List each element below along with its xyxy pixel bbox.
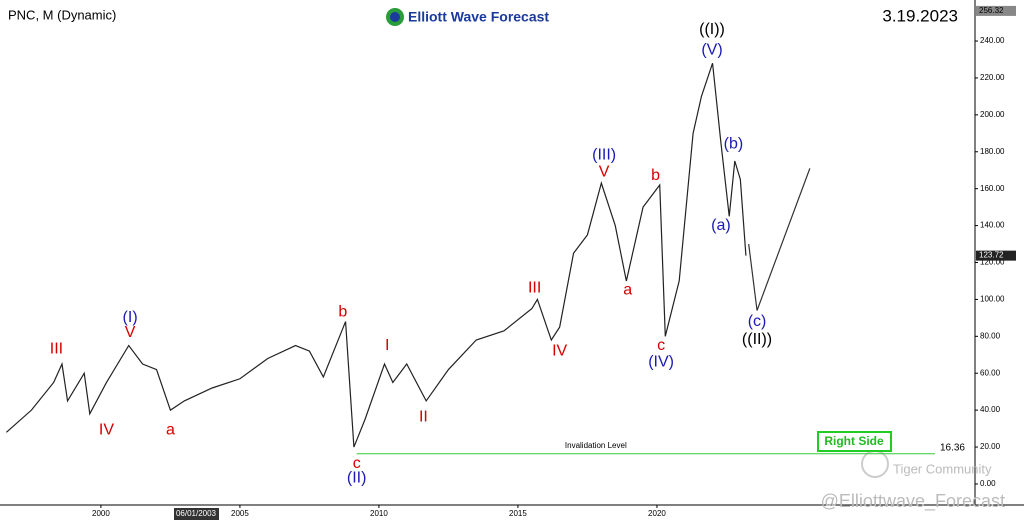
y-tick-label: 40.00 <box>980 405 1001 414</box>
y-tick-label: 160.00 <box>980 184 1005 193</box>
wave-label: c <box>353 455 361 472</box>
wave-label: (V) <box>701 41 722 58</box>
wave-label: c <box>657 337 665 354</box>
wave-label: (III) <box>592 147 616 164</box>
y-tick-label: 0.00 <box>980 479 996 488</box>
wave-label: III <box>528 280 541 297</box>
wave-label: (II) <box>347 470 367 487</box>
x-tick-label: 2000 <box>92 509 110 518</box>
wave-label: a <box>166 422 175 439</box>
price-box <box>976 250 1016 261</box>
price-label: 256.32 <box>979 6 1004 15</box>
wave-label: I <box>385 337 389 354</box>
x-tick-label: 2005 <box>231 509 249 518</box>
date: 3.19.2023 <box>882 6 958 25</box>
wave-label: II <box>419 409 428 426</box>
logo: Elliott Wave Forecast <box>408 9 549 25</box>
wave-label: ((I)) <box>699 21 725 38</box>
price-line <box>5 62 747 448</box>
y-tick-label: 180.00 <box>980 147 1005 156</box>
wave-label: b <box>338 304 347 321</box>
wave-label: a <box>623 281 632 298</box>
y-tick-label: 20.00 <box>980 442 1001 451</box>
wave-label: III <box>50 340 63 357</box>
price-label: 123.72 <box>979 251 1004 260</box>
wave-label: V <box>599 163 610 180</box>
logo-icon <box>390 12 400 22</box>
y-tick-label: 120.00 <box>980 258 1005 267</box>
wave-label: IV <box>99 422 114 439</box>
chart-title: PNC, M (Dynamic) <box>8 7 116 22</box>
y-tick-label: 60.00 <box>980 368 1001 377</box>
wave-label: V <box>125 324 136 341</box>
y-tick-label: 200.00 <box>980 110 1005 119</box>
price-box <box>976 5 1016 16</box>
wave-label: ((II)) <box>742 331 772 348</box>
x-tick-label: 2020 <box>648 509 666 518</box>
wave-label: (c) <box>748 313 767 330</box>
y-tick-label: 80.00 <box>980 331 1001 340</box>
wave-label: IV <box>552 342 567 359</box>
invalidation-label: Invalidation Level <box>565 441 627 450</box>
invalidation-value: 16.36 <box>940 442 965 453</box>
price-line <box>748 168 811 311</box>
wave-label: (a) <box>711 217 731 234</box>
wave-label: (I) <box>123 309 138 326</box>
y-tick-label: 240.00 <box>980 36 1005 45</box>
wave-label: (IV) <box>648 353 674 370</box>
crosshair-box <box>174 508 219 520</box>
x-tick-label: 2015 <box>509 509 527 518</box>
watermark: @Elliottwave_Forecast <box>821 491 1005 512</box>
x-tick-label: 2010 <box>370 509 388 518</box>
y-tick-label: 140.00 <box>980 221 1005 230</box>
wave-label: (b) <box>724 136 744 153</box>
y-tick-label: 100.00 <box>980 295 1005 304</box>
y-tick-label: 220.00 <box>980 73 1005 82</box>
community: Tiger Community <box>893 461 992 476</box>
badge: Right Side <box>824 434 884 448</box>
badge-box <box>817 431 892 452</box>
wave-label: b <box>651 167 660 184</box>
crosshair-date: 06/01/2003 <box>176 509 217 518</box>
